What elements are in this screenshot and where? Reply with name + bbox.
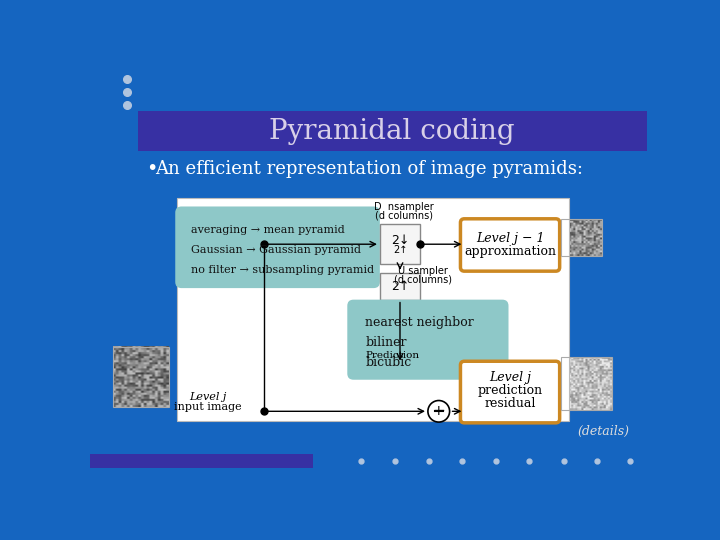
Text: bicubic: bicubic	[365, 356, 411, 369]
Text: approximation: approximation	[464, 245, 556, 259]
FancyBboxPatch shape	[175, 206, 380, 288]
FancyBboxPatch shape	[461, 361, 559, 423]
Bar	[90, 454, 313, 468]
Bar	[380, 224, 420, 264]
Bar	[561, 357, 611, 410]
FancyBboxPatch shape	[347, 300, 508, 380]
Text: •: •	[145, 159, 157, 178]
Text: Prediction: Prediction	[365, 352, 419, 360]
Text: prediction: prediction	[477, 384, 543, 397]
Text: averaging → mean pyramid: averaging → mean pyramid	[191, 225, 344, 234]
Text: Level j − 1: Level j − 1	[476, 232, 544, 245]
Text: −: −	[433, 403, 445, 418]
Text: (details): (details)	[577, 425, 629, 438]
Text: (d columns): (d columns)	[395, 275, 452, 285]
Text: Gaussian → Gaussian pyramid: Gaussian → Gaussian pyramid	[191, 245, 361, 254]
Text: residual: residual	[485, 397, 536, 410]
Text: D  nsampler: D nsampler	[374, 202, 433, 212]
Text: nearest neighbor: nearest neighbor	[365, 316, 474, 329]
Text: An efficient representation of image pyramids:: An efficient representation of image pyr…	[155, 160, 583, 178]
Text: 2↓: 2↓	[391, 234, 409, 247]
Text: 2↑: 2↑	[391, 280, 409, 293]
Text: Level j: Level j	[489, 371, 531, 384]
Text: Level j: Level j	[189, 393, 227, 402]
Bar	[380, 273, 420, 300]
Text: biliner: biliner	[365, 336, 407, 349]
Bar	[561, 219, 601, 256]
Bar	[113, 347, 169, 408]
Text: no filter → subsampling pyramid: no filter → subsampling pyramid	[191, 265, 374, 275]
FancyBboxPatch shape	[461, 219, 559, 271]
Text: input image: input image	[174, 402, 242, 413]
Circle shape	[428, 401, 449, 422]
Text: +: +	[433, 404, 444, 418]
Text: Pyramidal coding: Pyramidal coding	[269, 118, 515, 145]
Text: U sampler: U sampler	[398, 266, 448, 276]
Text: (d columns): (d columns)	[375, 211, 433, 221]
Bar	[177, 198, 569, 421]
Text: 2↑: 2↑	[393, 245, 408, 255]
Bar	[138, 111, 647, 151]
